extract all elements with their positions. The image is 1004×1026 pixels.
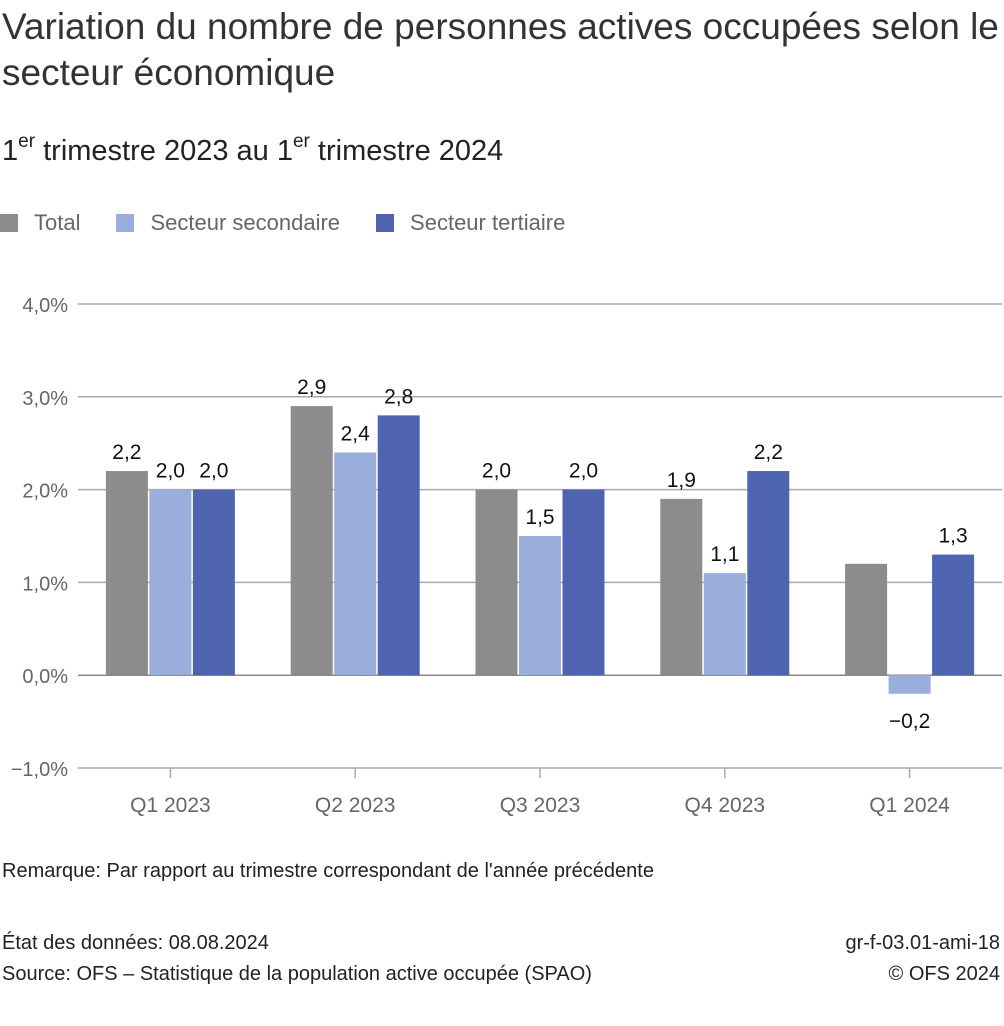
bar-chart: 4,0% 3,0% 2,0% 1,0% 0,0% −1,0% 2,2 2,0 2,0 Q1 202… [11,295,1002,817]
data-label: 1,9 [667,469,696,492]
legend-item-total[interactable]: Total [0,210,80,236]
data-label: −0,2 [889,710,930,733]
bar [888,675,931,694]
data-label: 2,4 [341,422,371,445]
subtitle-sup1: er [18,131,36,152]
data-label: 2,0 [156,460,185,483]
data-label: 2,8 [384,385,413,408]
data-label: 2,0 [199,460,228,483]
legend-label-tertiaire: Secteur tertiaire [410,210,566,235]
footer-left: État des données: 08.08.2024 Source: OFS… [2,928,682,990]
bar [519,536,561,676]
data-label: 1,5 [525,506,554,529]
legend-item-secondaire[interactable]: Secteur secondaire [116,210,340,236]
data-label: 1,1 [710,543,739,566]
chart-note: Remarque: Par rapport au trimestre corre… [2,860,654,882]
bar [932,554,975,676]
bar [377,415,420,676]
legend-swatch-tertiaire [376,214,395,232]
chart-code: gr-f-03.01-ami-18 [845,932,1000,954]
bar [747,471,790,676]
bar [290,406,333,676]
chart-title: Variation du nombre de personnes actives… [2,6,999,93]
data-label: 2,0 [482,460,511,483]
source-text: Source: OFS – Statistique de la populati… [2,963,592,985]
subtitle-part1: 1 [2,135,19,167]
legend-label-total: Total [34,210,81,235]
subtitle-part2: trimestre 2023 au 1 [35,135,293,167]
bar [149,489,192,676]
legend-label-secondaire: Secteur secondaire [150,210,341,235]
data-label: 2,9 [297,376,326,399]
y-tick-label: 3,0% [22,388,68,410]
bar [660,498,703,676]
bar [845,563,888,676]
footer-right: gr-f-03.01-ami-18 © OFS 2024 [845,928,1000,990]
y-tick-label: −1,0% [11,759,68,781]
data-label: 1,3 [938,525,967,548]
chart-subtitle: 1er trimestre 2023 au 1er trimestre 2024 [2,131,503,171]
data-label: 2,0 [569,460,598,483]
bar [475,489,518,676]
data-status: État des données: 08.08.2024 [2,932,269,954]
x-tick-label: Q1 2024 [869,794,950,817]
subtitle-part3: trimestre 2024 [309,135,504,167]
subtitle-sup2: er [292,131,310,152]
x-tick-label: Q2 2023 [315,794,396,817]
bar [192,489,235,676]
y-tick-label: 1,0% [22,573,68,595]
y-tick-label: 4,0% [22,295,68,317]
bar [703,573,746,676]
y-tick-label: 0,0% [22,666,68,688]
data-label: 2,2 [112,441,141,464]
copyright: © OFS 2024 [888,963,1000,985]
x-tick-label: Q1 2023 [130,794,211,817]
legend-swatch-secondaire [116,214,135,232]
legend: Total Secteur secondaire Secteur tertiai… [0,210,601,236]
bar [562,489,605,676]
x-tick-label: Q3 2023 [500,794,581,817]
bar [105,471,148,676]
y-tick-label: 2,0% [22,481,68,503]
bar [334,452,377,676]
legend-item-tertiaire[interactable]: Secteur tertiaire [376,210,565,236]
legend-swatch-total [0,214,18,232]
x-tick-label: Q4 2023 [685,794,766,817]
data-label: 2,2 [754,441,783,464]
